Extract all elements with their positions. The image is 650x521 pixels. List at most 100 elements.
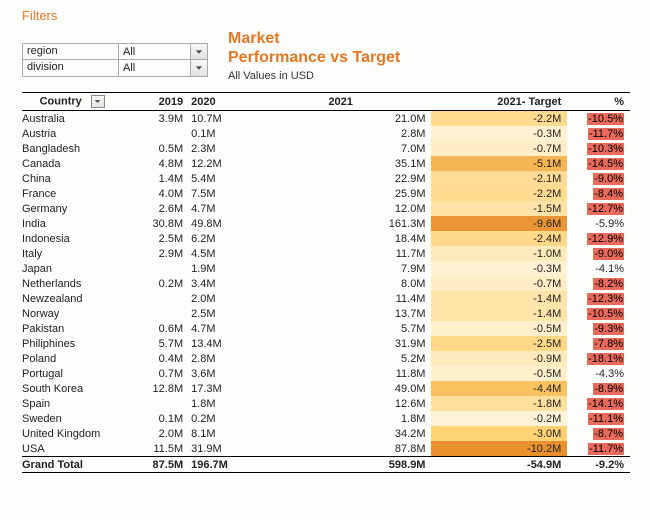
cell-2021: 13.7M: [254, 306, 432, 321]
title-line2: Performance vs Target: [228, 48, 400, 67]
cell-country: Bangladesh: [22, 141, 126, 156]
cell-country: Netherlands: [22, 276, 126, 291]
pct-value: -14.5%: [587, 158, 624, 170]
cell-2020: 196.7M: [189, 457, 254, 473]
cell-2020: 13.4M: [189, 336, 254, 351]
cell-target: -9.6M: [431, 216, 567, 231]
pct-value: -12.9%: [587, 233, 624, 245]
filter-dropdown-button[interactable]: [190, 44, 207, 59]
cell-2019: 1.4M: [126, 171, 189, 186]
cell-2019: 2.9M: [126, 246, 189, 261]
cell-target: -0.3M: [431, 261, 567, 276]
table-row: India30.8M49.8M161.3M-9.6M-5.9%: [22, 216, 630, 231]
cell-country: Indonesia: [22, 231, 126, 246]
cell-2021: 1.8M: [254, 411, 432, 426]
table-row: Austria0.1M2.8M-0.3M-11.7%: [22, 126, 630, 141]
cell-2020: 17.3M: [189, 381, 254, 396]
title-line1: Market: [228, 29, 400, 48]
col-header-country-label: Country: [40, 96, 82, 108]
table-header-row: Country 2019 2020 2021 2021- Target %: [22, 93, 630, 111]
cell-2020: 1.9M: [189, 261, 254, 276]
cell-2021: 5.2M: [254, 351, 432, 366]
country-filter-dropdown[interactable]: [91, 95, 105, 108]
cell-target: -0.5M: [431, 321, 567, 336]
pct-value: -18.1%: [587, 353, 624, 365]
cell-target: -1.0M: [431, 246, 567, 261]
cell-2020: 2.3M: [189, 141, 254, 156]
cell-2020: 0.2M: [189, 411, 254, 426]
cell-2020: 5.4M: [189, 171, 254, 186]
chevron-down-icon: [195, 48, 203, 56]
filter-label: division: [23, 60, 119, 76]
cell-target: -1.8M: [431, 396, 567, 411]
cell-target: -2.1M: [431, 171, 567, 186]
cell-pct: -14.5%: [567, 156, 630, 171]
cell-target: -1.5M: [431, 201, 567, 216]
cell-2021: 22.9M: [254, 171, 432, 186]
cell-2019: [126, 261, 189, 276]
cell-2021: 34.2M: [254, 426, 432, 441]
cell-2021: 12.0M: [254, 201, 432, 216]
cell-2021: 18.4M: [254, 231, 432, 246]
cell-2019: 0.2M: [126, 276, 189, 291]
pct-value: -10.5%: [587, 308, 624, 320]
cell-2021: 49.0M: [254, 381, 432, 396]
pct-value: -11.7%: [588, 128, 624, 140]
cell-pct: -8.2%: [567, 276, 630, 291]
pct-value: -9.0%: [593, 173, 624, 185]
cell-country: Grand Total: [22, 457, 126, 473]
cell-country: Pakistan: [22, 321, 126, 336]
cell-pct: -8.7%: [567, 426, 630, 441]
cell-2020: 12.2M: [189, 156, 254, 171]
cell-2020: 10.7M: [189, 111, 254, 127]
cell-country: United Kingdom: [22, 426, 126, 441]
cell-country: Italy: [22, 246, 126, 261]
cell-2021: 12.6M: [254, 396, 432, 411]
cell-2021: 11.8M: [254, 366, 432, 381]
table-row: Japan1.9M7.9M-0.3M-4.1%: [22, 261, 630, 276]
filter-value: All: [119, 44, 190, 59]
pct-value: -10.3%: [587, 143, 624, 155]
cell-target: -54.9M: [431, 457, 567, 473]
cell-target: -0.7M: [431, 276, 567, 291]
cell-2020: 4.7M: [189, 201, 254, 216]
filters-panel: regionAlldivisionAll: [22, 29, 208, 77]
cell-2021: 8.0M: [254, 276, 432, 291]
pct-value: -10.5%: [587, 113, 624, 125]
cell-pct: -11.7%: [567, 441, 630, 457]
cell-pct: -12.7%: [567, 201, 630, 216]
table-row: Norway2.5M13.7M-1.4M-10.5%: [22, 306, 630, 321]
cell-pct: -7.8%: [567, 336, 630, 351]
cell-target: -2.2M: [431, 186, 567, 201]
filter-value: All: [119, 60, 190, 76]
cell-target: -2.5M: [431, 336, 567, 351]
pct-value: -5.9%: [595, 218, 624, 230]
table-row: Netherlands0.2M3.4M8.0M-0.7M-8.2%: [22, 276, 630, 291]
table-row: Sweden0.1M0.2M1.8M-0.2M-11.1%: [22, 411, 630, 426]
cell-target: -2.2M: [431, 111, 567, 127]
filter-dropdown-button[interactable]: [190, 60, 207, 76]
cell-2019: [126, 396, 189, 411]
pct-value: -11.7%: [588, 443, 624, 455]
table-row: USA11.5M31.9M87.8M-10.2M-11.7%: [22, 441, 630, 457]
table-row: Pakistan0.6M4.7M5.7M-0.5M-9.3%: [22, 321, 630, 336]
cell-2019: 0.6M: [126, 321, 189, 336]
cell-target: -5.1M: [431, 156, 567, 171]
chevron-down-icon: [195, 64, 203, 72]
cell-country: Newzealand: [22, 291, 126, 306]
cell-2021: 7.9M: [254, 261, 432, 276]
cell-2019: 30.8M: [126, 216, 189, 231]
cell-country: China: [22, 171, 126, 186]
cell-pct: -9.0%: [567, 246, 630, 261]
cell-2021: 87.8M: [254, 441, 432, 457]
table-row: South Korea12.8M17.3M49.0M-4.4M-8.9%: [22, 381, 630, 396]
cell-2021: 11.4M: [254, 291, 432, 306]
cell-2019: 0.7M: [126, 366, 189, 381]
cell-2021: 35.1M: [254, 156, 432, 171]
cell-target: -0.2M: [431, 411, 567, 426]
cell-2021: 2.8M: [254, 126, 432, 141]
pct-value: -12.3%: [587, 293, 624, 305]
cell-pct: -18.1%: [567, 351, 630, 366]
table-row: France4.0M7.5M25.9M-2.2M-8.4%: [22, 186, 630, 201]
cell-2020: 0.1M: [189, 126, 254, 141]
